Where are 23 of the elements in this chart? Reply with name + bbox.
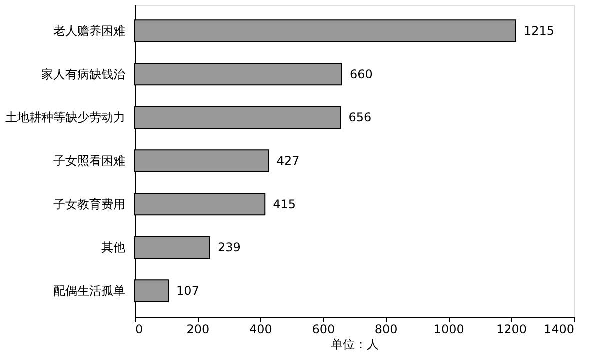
x-axis-title: 单位：人 [331,338,379,352]
y-tick-label: 其他 [102,240,126,255]
data-label: 107 [176,284,200,298]
y-tick-label: 子女照看困难 [54,154,126,168]
data-label: 427 [276,154,300,168]
data-label: 239 [218,240,241,255]
x-tick-label: 400 [249,322,272,336]
y-tick-label: 配偶生活孤单 [54,284,126,298]
data-label: 660 [350,67,373,82]
x-tick-label: 1200 [496,322,528,336]
x-tick-label: 600 [312,322,336,336]
y-tick-label: 土地耕种等缺少劳动力 [6,110,126,125]
x-tick-label: 0 [136,322,144,336]
data-label: 1215 [524,24,555,38]
x-tick-label: 1400 [544,322,574,336]
y-tick-label: 子女教育费用 [54,197,126,212]
x-tick-label: 800 [374,322,398,336]
y-tick-label: 家人有病缺钱治 [42,67,126,82]
y-tick-label: 老人赡养困难 [54,24,126,38]
data-label: 656 [348,110,372,125]
x-tick-label: 1000 [434,322,464,336]
data-label: 415 [273,197,296,212]
x-tick-label: 200 [186,322,210,336]
